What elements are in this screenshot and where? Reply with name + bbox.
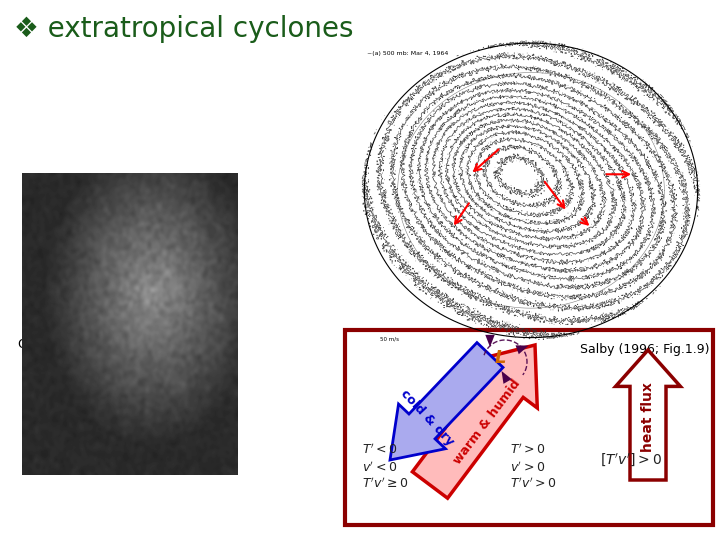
Polygon shape bbox=[516, 345, 528, 354]
Text: $[T'v'] > 0$: $[T'v'] > 0$ bbox=[600, 452, 662, 468]
Text: $v' > 0$: $v' > 0$ bbox=[510, 460, 545, 475]
Text: $T' > 0$: $T' > 0$ bbox=[510, 443, 546, 457]
Polygon shape bbox=[390, 342, 503, 460]
Text: $v' < 0$: $v' < 0$ bbox=[362, 460, 397, 475]
Text: warm & humid: warm & humid bbox=[451, 377, 523, 467]
Text: L: L bbox=[494, 349, 505, 367]
Polygon shape bbox=[616, 350, 680, 480]
Polygon shape bbox=[485, 335, 495, 347]
Text: 50 m/s: 50 m/s bbox=[379, 336, 398, 341]
Polygon shape bbox=[502, 371, 512, 384]
Polygon shape bbox=[413, 345, 537, 498]
Text: ~(a) 500 mb: Mar 4, 1964: ~(a) 500 mb: Mar 4, 1964 bbox=[367, 51, 449, 56]
Text: $T' < 0$: $T' < 0$ bbox=[362, 443, 397, 457]
Text: heat flux: heat flux bbox=[641, 382, 655, 452]
Bar bbox=[345, 330, 713, 525]
Text: $T'v' > 0$: $T'v' > 0$ bbox=[510, 477, 557, 491]
Text: ❖ extratropical cyclones: ❖ extratropical cyclones bbox=[14, 15, 354, 43]
Text: cold & dry: cold & dry bbox=[398, 387, 456, 449]
Text: Salby (1996; Fig.1.9): Salby (1996; Fig.1.9) bbox=[580, 343, 710, 356]
Text: $T'v' \geq 0$: $T'v' \geq 0$ bbox=[362, 477, 408, 491]
Text: Ogura (2000;  Fig.7.2): Ogura (2000; Fig.7.2) bbox=[18, 338, 156, 351]
